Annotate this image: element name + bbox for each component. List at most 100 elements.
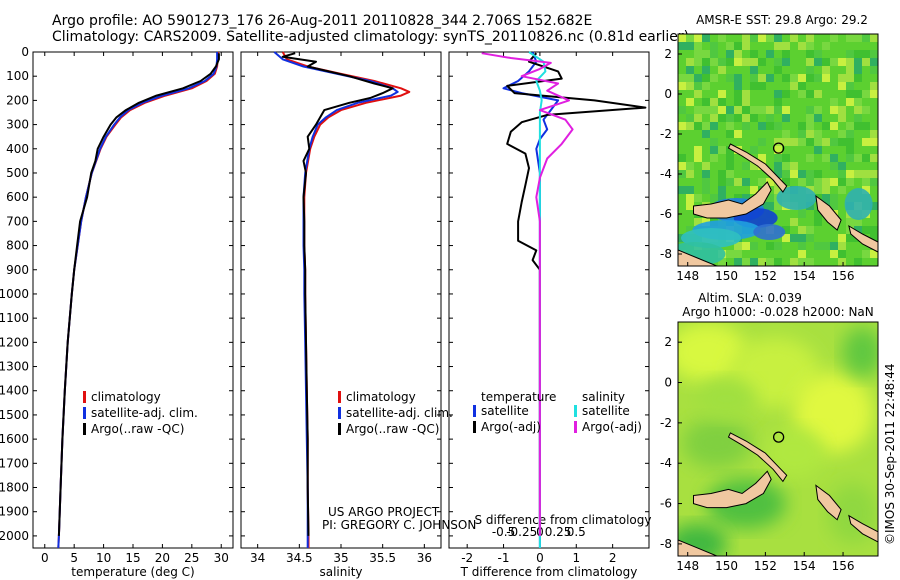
y-tick-label: 1600 (0, 432, 29, 446)
sst-field-cell (750, 146, 758, 154)
sst-field-cell (790, 138, 798, 146)
land-new-britain (693, 181, 772, 219)
sst-field-cell (854, 170, 862, 178)
sst-field-cell (862, 90, 870, 98)
sst-map-title: AMSR-E SST: 29.8 Argo: 29.2 (696, 13, 868, 27)
sst-field-cell (766, 122, 774, 130)
sst-field-cell (694, 154, 702, 162)
sst-field-cell (718, 194, 726, 202)
sst-field-cell (854, 114, 862, 122)
sst-field-cell (774, 146, 782, 154)
land-new-ireland (727, 432, 788, 483)
sst-field-cell (870, 130, 878, 138)
project-credit: US ARGO PROJECT (328, 505, 440, 519)
sst-field-cell (750, 50, 758, 58)
sst-field-cell (790, 218, 798, 226)
sst-field-cell (758, 178, 766, 186)
y-tick-label: 100 (6, 69, 29, 83)
map-x-tick-label: 150 (715, 269, 738, 283)
sst-field-cell (862, 170, 870, 178)
sst-field-cell (822, 186, 830, 194)
sst-field-cell (710, 74, 718, 82)
sst-field-cell (750, 114, 758, 122)
sst-field-cell (838, 178, 846, 186)
sst-field-cell (702, 58, 710, 66)
map-x-tick-label: 156 (832, 559, 855, 573)
sst-field-cell (726, 130, 734, 138)
sst-field-cell (782, 42, 790, 50)
sst-field-cell (822, 242, 830, 250)
sst-field-cell (686, 162, 694, 170)
map-x-tick-label: 154 (793, 269, 816, 283)
y-tick-label: 1900 (0, 505, 29, 519)
sst-field-cell (718, 66, 726, 74)
sst-field-cell (694, 122, 702, 130)
sst-field-cell (710, 122, 718, 130)
map-y-tick-label: -2 (660, 127, 672, 141)
sst-field-cell (686, 202, 694, 210)
sst-field-cell (838, 74, 846, 82)
sst-field-cell (814, 138, 822, 146)
sst-field-cell (830, 242, 838, 250)
legend-label-climatology: climatology (346, 390, 416, 404)
sst-field-cell (742, 178, 750, 186)
s-axis-label: S difference from climatology (475, 513, 652, 527)
sst-field-cell (718, 170, 726, 178)
series-line-argo-raw-qc- (281, 52, 394, 536)
sst-field-cell (726, 58, 734, 66)
sst-field-cell (742, 58, 750, 66)
s-tick-label: -0.5 (492, 525, 515, 539)
sst-field-cell (678, 82, 686, 90)
y-tick-label: 700 (6, 214, 29, 228)
sst-field-cell (790, 34, 798, 42)
sst-field-cell (870, 226, 878, 234)
sst-field-cell (718, 114, 726, 122)
sst-field-cell (750, 162, 758, 170)
legend-label-t-satellite: satellite (481, 404, 529, 418)
sst-field-cell (734, 250, 742, 258)
sst-field-cell (806, 42, 814, 50)
sst-field-cell (798, 234, 806, 242)
salinity-panel: 34 34.5 35 35.5 36 salinity (240, 51, 442, 579)
x-tick-label: 5 (70, 551, 78, 565)
sst-field-cell (870, 234, 878, 242)
sst-field-cell (726, 122, 734, 130)
map-y-tick-label: -8 (660, 537, 672, 551)
sst-field-cell (710, 146, 718, 154)
sst-field-cell (846, 90, 854, 98)
sst-field-cell (774, 98, 782, 106)
sst-field-cell (718, 58, 726, 66)
sst-field-cell (822, 58, 830, 66)
sst-field-cell (694, 58, 702, 66)
sst-field-cell (870, 66, 878, 74)
sst-field-cell (686, 170, 694, 178)
sst-field-cell (870, 58, 878, 66)
sst-field-cell (702, 218, 710, 226)
sst-field-cell (678, 34, 686, 42)
sst-field-cell (774, 186, 782, 194)
sst-field-cell (862, 58, 870, 66)
x-tick-label: 20 (155, 551, 170, 565)
sla-map: 148 150 152 154 156 2 0 -2 -4 -6 -8 (660, 321, 879, 573)
sst-field-cell (854, 50, 862, 58)
sst-field-cell (814, 114, 822, 122)
sst-field-cell (694, 34, 702, 42)
sst-field-cell (718, 34, 726, 42)
sst-field-cell (806, 90, 814, 98)
series-line-argo-raw-qc- (57, 53, 220, 536)
sst-field-cell (750, 242, 758, 250)
series-line-s-argo-adj- (481, 52, 574, 536)
sst-field-cell (702, 50, 710, 58)
map-y-tick-label: -6 (660, 207, 672, 221)
y-tick-label: 1400 (0, 384, 29, 398)
land-bougainville (815, 194, 842, 231)
x-tick-label: 34.5 (286, 551, 313, 565)
sst-field-cell (734, 74, 742, 82)
sst-field-cell (838, 242, 846, 250)
sst-field-cell (734, 258, 742, 266)
sst-field-cell (694, 194, 702, 202)
land-solomons (848, 224, 878, 253)
sst-field-cell (750, 34, 758, 42)
sst-field-cell (782, 106, 790, 114)
x-tick-label: 25 (184, 551, 199, 565)
